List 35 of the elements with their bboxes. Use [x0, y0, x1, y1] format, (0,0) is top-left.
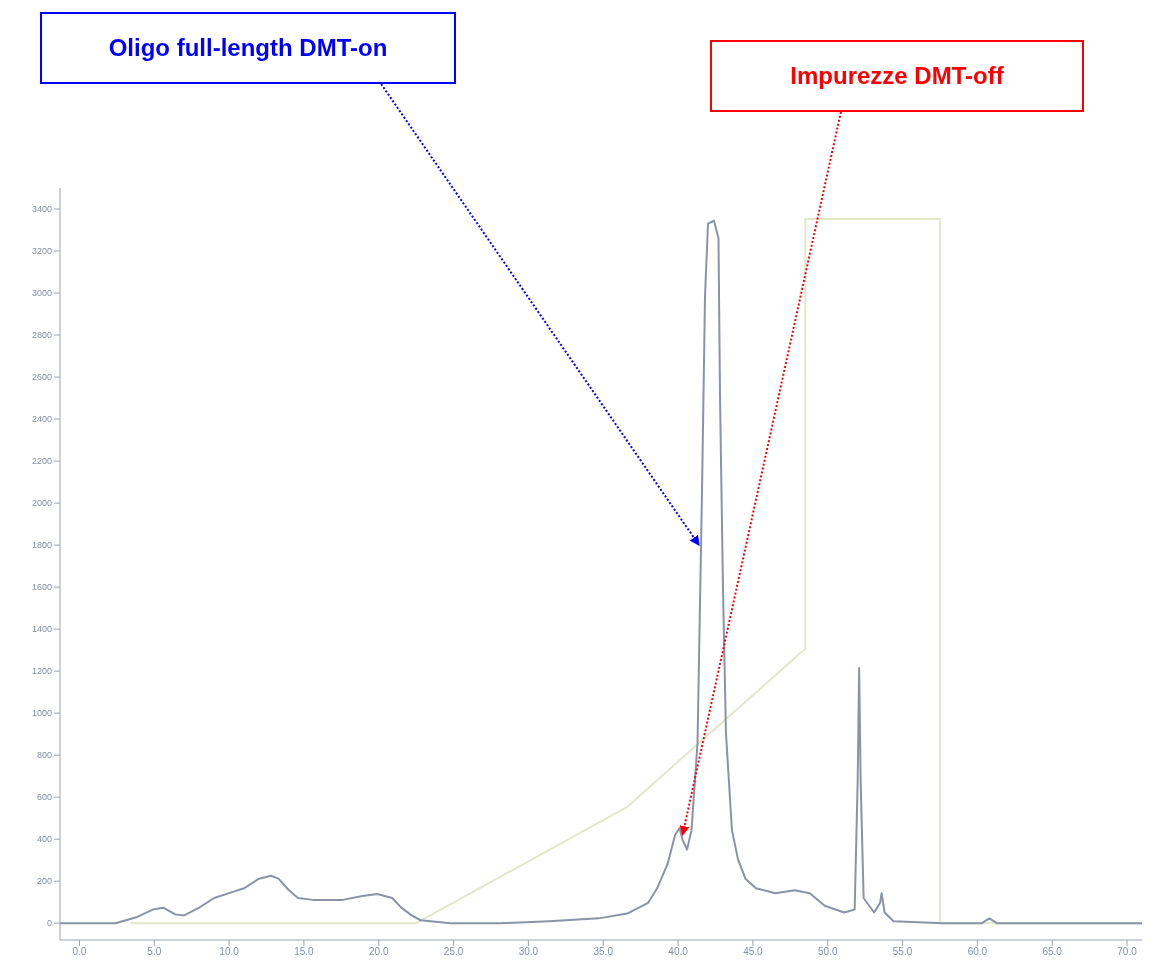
y-tick-label: 600 — [36, 792, 52, 803]
x-tick-label: 25.0 — [443, 946, 464, 958]
x-tick-label: 65.0 — [1042, 946, 1063, 958]
annotation: Impurezze DMT-off — [710, 40, 1084, 112]
y-tick-label: 2800 — [31, 330, 52, 341]
y-tick-label: 1600 — [31, 582, 52, 593]
x-tick-label: 40.0 — [668, 946, 689, 958]
x-tick-label: 45.0 — [743, 946, 764, 958]
y-tick-label: 400 — [36, 834, 52, 845]
annotation: Oligo full-length DMT-on — [40, 12, 456, 84]
y-tick-label: 800 — [36, 750, 52, 761]
y-tick-label: 1800 — [31, 540, 52, 551]
y-tick-label: 3200 — [31, 246, 52, 257]
y-tick-label: 0 — [46, 918, 52, 929]
y-tick-label: 3000 — [31, 288, 52, 299]
x-tick-label: 15.0 — [294, 946, 315, 958]
x-tick-label: 70.0 — [1117, 946, 1138, 958]
x-tick-label: 0.0 — [72, 946, 87, 958]
x-tick-label: 55.0 — [892, 946, 913, 958]
y-tick-label: 3400 — [31, 204, 52, 215]
x-tick-label: 30.0 — [518, 946, 539, 958]
x-tick-label: 5.0 — [147, 946, 162, 958]
x-tick-label: 20.0 — [369, 946, 389, 958]
y-tick-label: 200 — [36, 876, 52, 887]
y-tick-label: 2200 — [31, 456, 52, 467]
y-tick-label: 2000 — [31, 498, 52, 509]
y-tick-label: 1000 — [31, 708, 52, 719]
x-tick-label: 50.0 — [817, 946, 838, 958]
y-tick-label: 2600 — [31, 372, 52, 383]
x-tick-label: 35.0 — [593, 946, 614, 958]
y-tick-label: 1400 — [31, 624, 52, 635]
x-tick-label: 60.0 — [967, 946, 988, 958]
x-tick-label: 10.0 — [219, 946, 240, 958]
y-tick-label: 1200 — [31, 666, 52, 677]
y-tick-label: 2400 — [31, 414, 52, 425]
